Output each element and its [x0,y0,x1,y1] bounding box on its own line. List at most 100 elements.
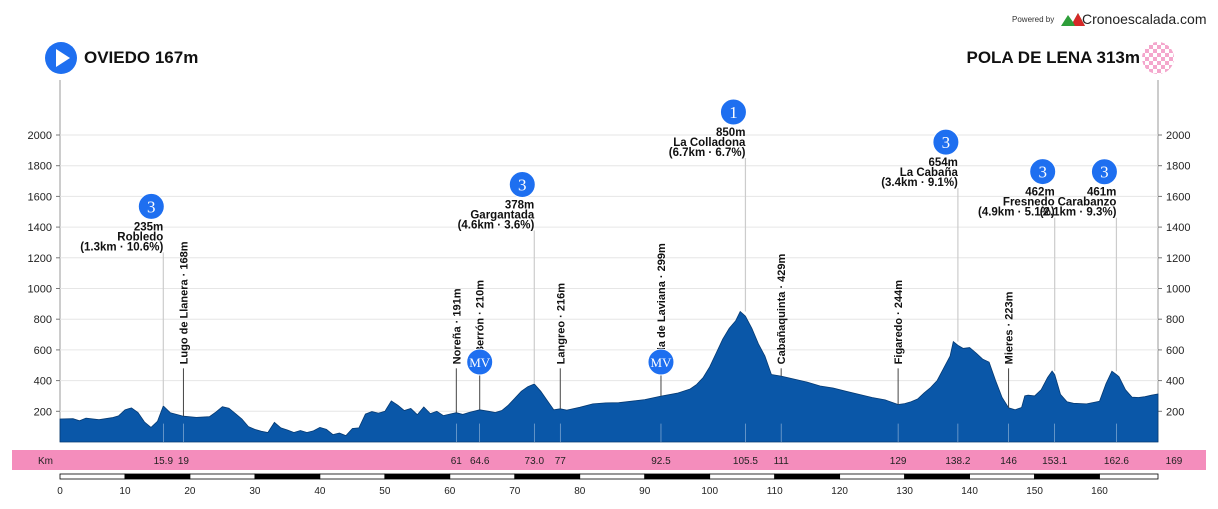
start-label: OVIEDO 167m [84,48,199,67]
x-tick-label: 70 [509,486,521,497]
climb-category-icon [137,192,165,220]
scale-segment [449,473,516,480]
climb-category-icon [719,98,747,126]
climb-category: 3 [1100,163,1109,182]
scale-segment [189,473,256,480]
km-band-value: 162.6 [1104,456,1129,467]
y-tick-label-left: 1000 [28,284,52,296]
scale-segment [904,473,970,480]
climb-category: 3 [1038,163,1047,182]
place-label: Pola de Laviana · 299m [656,243,668,364]
climb-category: 3 [518,175,527,194]
km-band-value: 64.6 [470,456,490,467]
x-tick-label: 50 [379,486,391,497]
climb-height: 461m [1087,187,1116,199]
scale-segment [969,473,1035,480]
x-tick-label: 120 [831,486,848,497]
km-band-value: 129 [890,456,907,467]
y-tick-label-left: 1800 [28,161,52,173]
x-tick-label: 30 [249,486,261,497]
scale-segment [579,473,646,480]
km-band-value: 92.5 [651,456,671,467]
climb-name: Fresnedo [1003,197,1055,209]
climb-name: Carabanzo [1058,197,1117,209]
climb-category: 1 [729,103,738,122]
x-tick-label: 130 [896,486,913,497]
km-band-value: 111 [774,456,790,467]
scale-segment [709,473,776,480]
place-label: ElBerrón · 210m [475,280,487,365]
y-tick-label-left: 2000 [28,130,52,142]
x-tick-label: 40 [314,486,326,497]
place-label: Lugo de Llanera · 168m [178,241,190,364]
x-tick-label: 160 [1091,486,1108,497]
sprint-label: MV [650,355,672,370]
scale-segment [319,473,386,480]
place-label: Mieres · 223m [1004,291,1016,364]
km-band-value: 61 [451,456,463,467]
finish-flag-icon [1142,42,1174,74]
y-tick-label-right: 2000 [1166,130,1190,142]
km-band-value: 138.2 [945,456,970,467]
climb-name: La Cabaña [900,167,959,179]
brand-logo-icon [1061,12,1085,26]
x-tick-label: 90 [639,486,651,497]
km-band-value: 19 [178,456,190,467]
sprint-marker-icon [647,348,675,376]
climb-detail: (4.6km · 3.6%) [458,219,535,231]
y-tick-label-right: 1400 [1166,222,1190,234]
start-icon [45,42,77,74]
scale-segment [644,473,711,480]
place-label: Noreña · 191m [451,288,463,364]
x-tick-label: 0 [57,486,63,497]
scale-segment [839,473,906,480]
climb-height: 850m [716,127,745,139]
km-band-value: 146 [1000,456,1017,467]
climb-detail: (1.3km · 10.6%) [80,241,163,253]
km-band-value: 77 [555,456,567,467]
powered-by-text: Powered by [1012,15,1055,24]
climb-detail: (6.7km · 6.7%) [669,147,746,159]
climb-name: La Colladona [673,137,746,149]
climb-detail: (4.9km · 5.1%) [978,207,1055,219]
y-tick-label-left: 1400 [28,222,52,234]
scale-segment [384,473,451,480]
climb-category-icon [932,128,960,156]
x-tick-label: 100 [701,486,718,497]
climb-category-icon [508,170,536,198]
km-band-value: 153.1 [1042,456,1067,467]
x-tick-label: 80 [574,486,586,497]
scale-segment [774,473,841,480]
scale-segment [254,473,321,480]
x-tick-label: 150 [1026,486,1043,497]
climb-category: 3 [147,197,156,216]
climb-name: Robledo [117,231,163,243]
y-tick-label-right: 1800 [1166,161,1190,173]
place-label: Figaredo · 244m [893,280,905,365]
sprint-marker-icon [466,348,494,376]
climb-category-icon [1090,158,1118,186]
y-tick-label-right: 1200 [1166,253,1190,265]
finish-label: POLA DE LENA 313m [966,48,1140,67]
km-band [12,450,1206,470]
climb-height: 462m [1025,187,1054,199]
y-tick-label-left: 1200 [28,253,52,265]
scale-segment [124,473,191,480]
x-tick-label: 110 [767,486,783,497]
profile-area [59,310,1159,443]
km-band-value: 105.5 [733,456,758,467]
sprint-label: MV [469,355,491,370]
km-band-value: 15.9 [154,456,174,467]
climb-category: 3 [942,133,951,152]
km-band-label: Km [38,456,53,467]
x-tick-label: 10 [119,486,131,497]
climb-name: Gargantada [470,209,535,221]
km-band-value: 169 [1166,456,1183,467]
climb-height: 235m [134,221,163,233]
x-tick-label: 140 [961,486,978,497]
climb-height: 378m [505,199,534,211]
km-band-value: 73.0 [525,456,545,467]
y-tick-label-right: 600 [1166,345,1184,357]
y-tick-label-left: 1600 [28,191,52,203]
